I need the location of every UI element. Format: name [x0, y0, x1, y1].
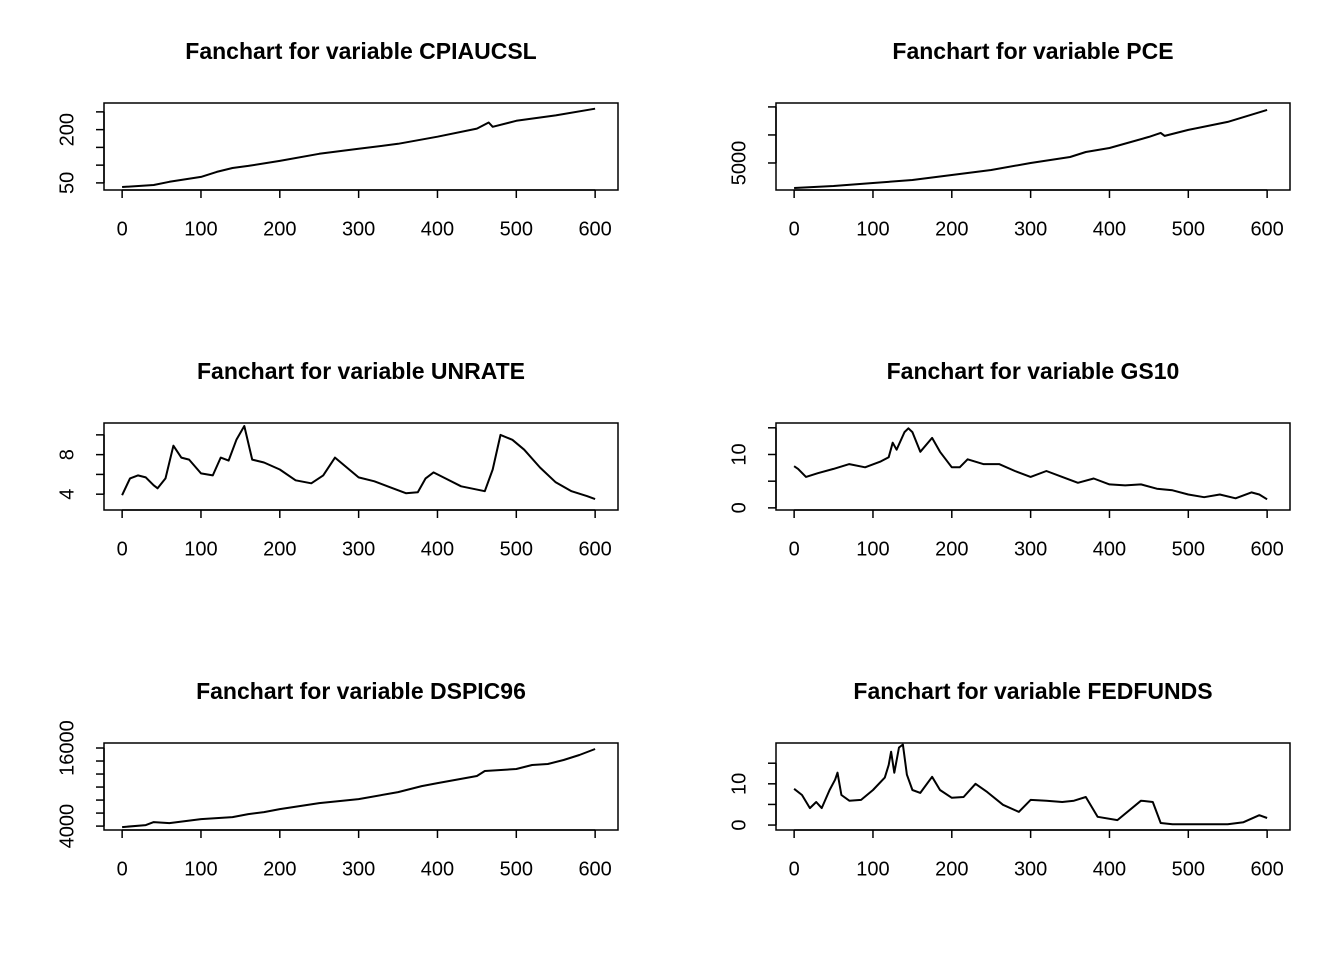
chart-title: Fanchart for variable CPIAUCSL: [185, 38, 536, 64]
plot-frame: [775, 102, 1291, 191]
x-tick-label: 200: [935, 858, 968, 880]
series-line: [121, 425, 596, 501]
x-tick-label: 400: [421, 858, 454, 880]
x-tick-label: 600: [1250, 858, 1283, 880]
panel: Fanchart for variable PCE 0 100 200 300 400 50…: [728, 38, 1291, 240]
x-tick-label: 600: [578, 218, 611, 240]
plot-frame: [103, 422, 619, 511]
plot-frame: [103, 742, 619, 831]
x-tick-label: 0: [789, 538, 800, 560]
x-tick-label: 200: [263, 538, 296, 560]
chart-title: Fanchart for variable UNRATE: [197, 358, 525, 384]
y-tick-label: 4000: [56, 804, 78, 849]
x-tick-label: 100: [856, 218, 889, 240]
series-line: [122, 107, 596, 188]
chart-title: Fanchart for variable PCE: [892, 38, 1173, 64]
x-tick-label: 0: [117, 538, 128, 560]
x-tick-label: 100: [184, 218, 217, 240]
x-tick-label: 400: [421, 538, 454, 560]
x-tick-label: 300: [342, 218, 375, 240]
y-tick-label: 50: [56, 172, 78, 194]
series-line: [793, 743, 1268, 826]
x-tick-label: 300: [1014, 218, 1047, 240]
y-tick-label: 10: [728, 443, 750, 465]
y-tick-label: 200: [56, 113, 78, 146]
x-tick-label: 400: [1093, 858, 1126, 880]
x-tick-label: 600: [578, 538, 611, 560]
x-tick-label: 0: [117, 858, 128, 880]
series-line: [793, 427, 1268, 501]
x-tick-label: 500: [1172, 858, 1205, 880]
plot-frame: [775, 422, 1291, 511]
x-tick-label: 0: [789, 218, 800, 240]
x-tick-label: 600: [1250, 218, 1283, 240]
x-tick-label: 200: [935, 218, 968, 240]
x-tick-label: 300: [342, 538, 375, 560]
y-tick-label: 0: [728, 819, 750, 830]
series-line: [122, 748, 596, 829]
x-tick-label: 400: [421, 218, 454, 240]
series-line: [794, 108, 1268, 189]
x-tick-label: 200: [263, 218, 296, 240]
x-tick-label: 400: [1093, 538, 1126, 560]
y-tick-label: 16000: [56, 720, 78, 776]
x-tick-label: 500: [1172, 538, 1205, 560]
y-tick-label: 5000: [728, 141, 750, 186]
x-tick-label: 400: [1093, 218, 1126, 240]
x-tick-label: 100: [856, 538, 889, 560]
x-tick-label: 200: [935, 538, 968, 560]
x-tick-label: 500: [1172, 218, 1205, 240]
y-tick-label: 4: [56, 489, 78, 500]
chart-title: Fanchart for variable DSPIC96: [196, 678, 526, 704]
x-tick-label: 500: [500, 858, 533, 880]
x-tick-label: 0: [789, 858, 800, 880]
x-tick-label: 300: [1014, 858, 1047, 880]
plot-frame: [775, 742, 1291, 831]
y-tick-label: 10: [728, 773, 750, 795]
y-tick-label: 8: [56, 449, 78, 460]
x-tick-label: 200: [263, 858, 296, 880]
panel: Fanchart for variable CPIAUCSL 0 100 200 300…: [56, 38, 619, 240]
x-tick-label: 500: [500, 218, 533, 240]
x-tick-label: 600: [1250, 538, 1283, 560]
chart-title: Fanchart for variable GS10: [887, 358, 1180, 384]
x-tick-label: 100: [184, 858, 217, 880]
x-tick-label: 300: [342, 858, 375, 880]
panel: Fanchart for variable DSPIC96 0 100 200 300 4…: [56, 678, 619, 880]
x-tick-label: 100: [184, 538, 217, 560]
x-tick-label: 300: [1014, 538, 1047, 560]
x-tick-label: 500: [500, 538, 533, 560]
y-tick-label: 0: [728, 502, 750, 513]
panel: Fanchart for variable UNRATE 0 100 200 300 40…: [56, 358, 619, 560]
chart-title: Fanchart for variable FEDFUNDS: [853, 678, 1212, 704]
x-tick-label: 0: [117, 218, 128, 240]
x-tick-label: 100: [856, 858, 889, 880]
x-tick-label: 600: [578, 858, 611, 880]
plot-frame: [103, 102, 619, 191]
